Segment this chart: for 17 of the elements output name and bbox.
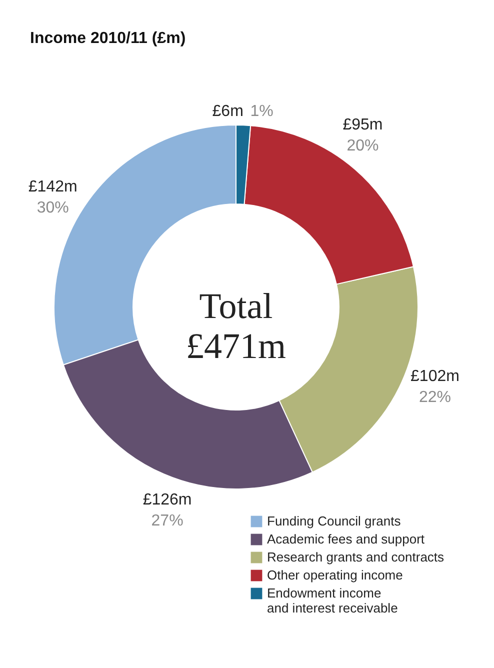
- data-label: £95m: [342, 116, 383, 134]
- data-label: £102m: [410, 368, 460, 385]
- text: Total £471m: [186, 286, 286, 366]
- text: 20%: [346, 138, 379, 155]
- legend-label: Research grants and contracts: [267, 550, 445, 564]
- legend-label: Endowment income and interest receivable: [267, 586, 398, 616]
- data-label: £6m: [212, 103, 244, 120]
- text: 22%: [418, 388, 451, 406]
- text: 30%: [36, 199, 69, 216]
- chart-title: Income 2010/11 (£m): [30, 30, 186, 47]
- text: 27%: [151, 512, 184, 530]
- data-label: £142m: [28, 178, 78, 196]
- text: 1%: [250, 103, 274, 120]
- legend-label: Funding Council grants: [267, 514, 402, 528]
- data-label: £126m: [142, 492, 192, 509]
- legend-label: Academic fees and support: [267, 532, 425, 546]
- legend-label: Other operating income: [267, 568, 403, 582]
